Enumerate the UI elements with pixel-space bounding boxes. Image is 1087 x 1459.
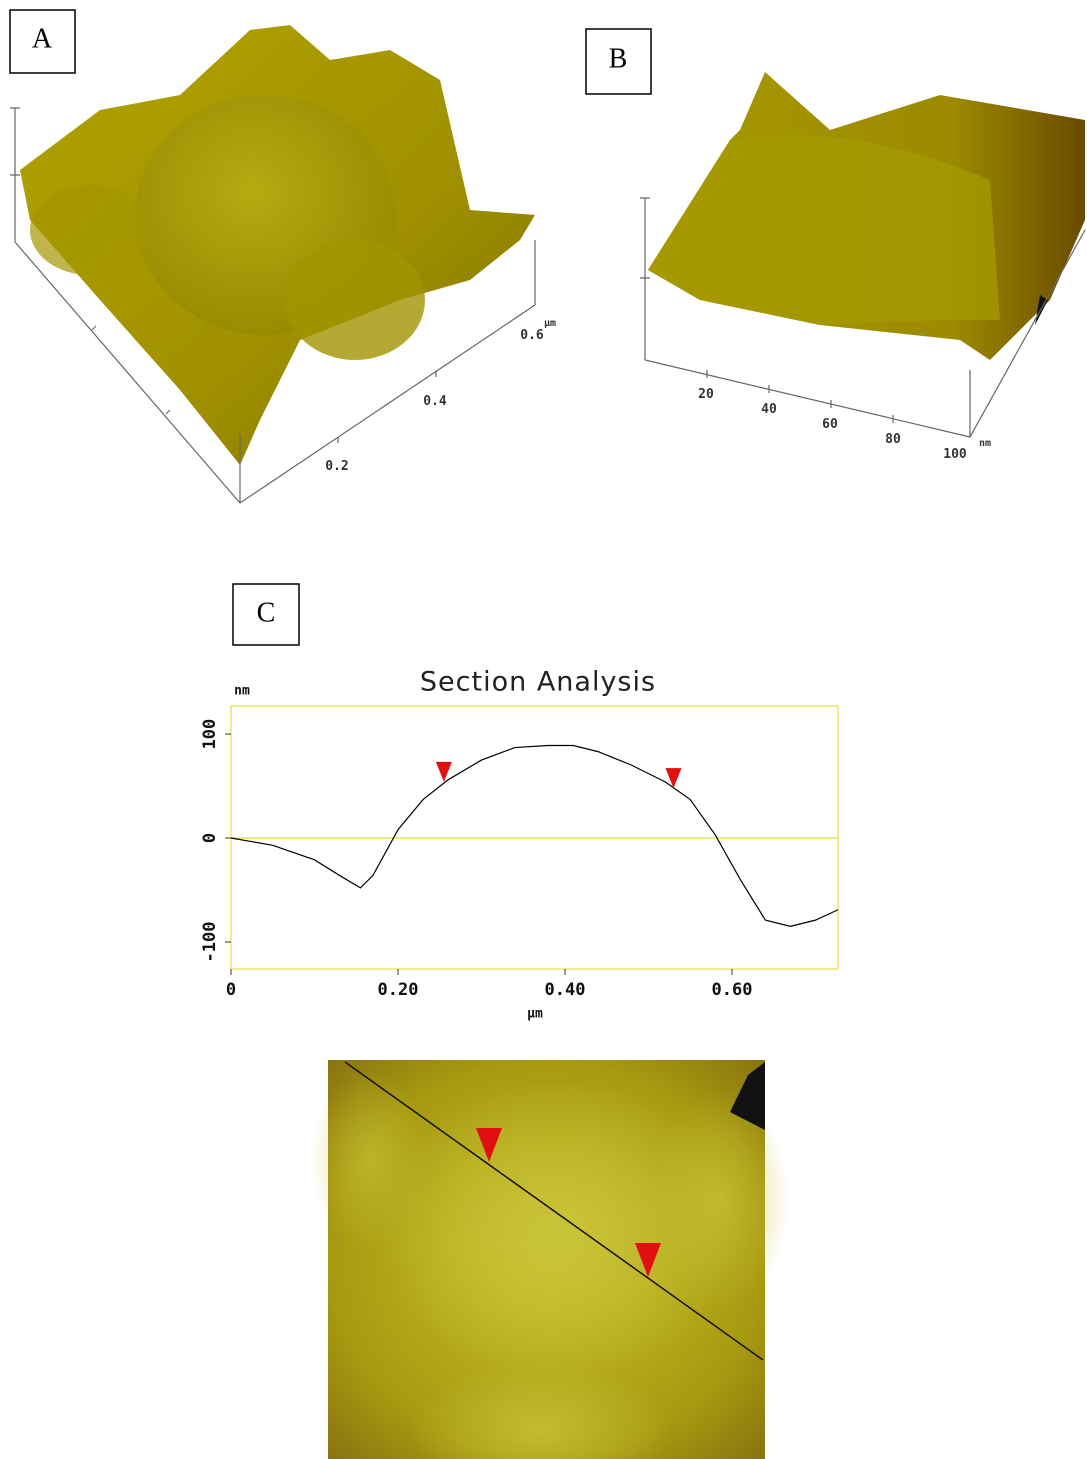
afm-top-view	[310, 1060, 790, 1459]
x-tick-label: 0.20	[378, 980, 419, 1000]
panel-a-surface	[10, 25, 535, 503]
y-tick-label: -100	[200, 921, 220, 962]
y-tick-label: 0	[200, 833, 220, 843]
axis-label: 0.2	[325, 459, 348, 474]
panel-label: B	[609, 43, 628, 74]
axis-label: 0.6	[520, 328, 544, 343]
axis-label: 20	[698, 387, 714, 402]
section-line	[231, 746, 838, 927]
axis-unit: µm	[544, 318, 556, 329]
page-body: 0.2 0.4 0.6 µm A 20 40 60 80 100 nm B C …	[0, 0, 1087, 1459]
x-tick-label: 0.60	[711, 980, 752, 1000]
y-tick-label: 100	[200, 719, 220, 750]
panel-b-surface	[640, 72, 1085, 437]
axis-label: 80	[885, 432, 901, 447]
axis-label: 100	[943, 447, 967, 462]
x-tick-label: 0.40	[544, 980, 585, 1000]
panel-label: A	[32, 23, 53, 54]
panel-label: C	[257, 597, 276, 628]
axis-unit: nm	[979, 438, 991, 449]
y-axis-label: nm	[234, 684, 250, 699]
x-tick-label: 0	[226, 980, 236, 1000]
cursor-marker	[666, 768, 682, 788]
axis-label: 40	[761, 402, 777, 417]
chart-title: Section Analysis	[420, 667, 656, 698]
x-axis-label: µm	[527, 1007, 543, 1022]
figure: 0.2 0.4 0.6 µm A 20 40 60 80 100 nm B C …	[0, 0, 1087, 1459]
page: {"panels": { "a": {"label": "A", "axis_l…	[0, 0, 1087, 1459]
axis-label: 0.4	[423, 394, 447, 409]
axis-label: 60	[822, 417, 838, 432]
